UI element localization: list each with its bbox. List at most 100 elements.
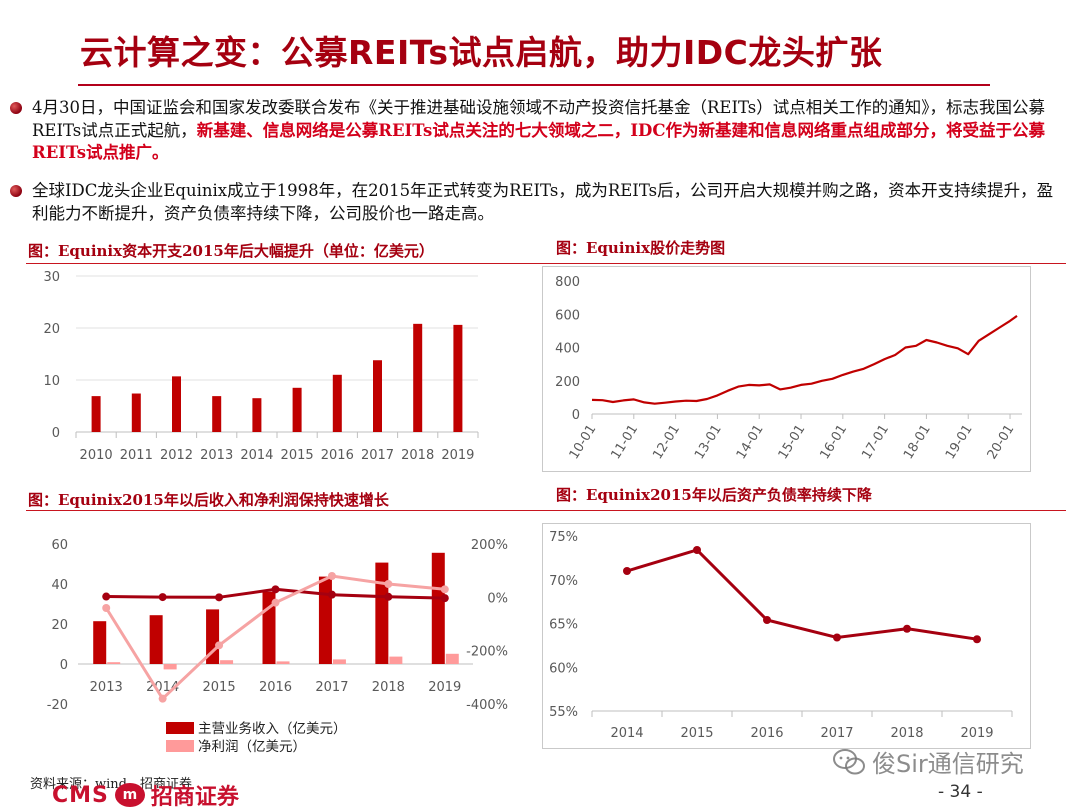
- growth-rate-point: [102, 592, 111, 601]
- bullet-highlight: 新基建、信息网络是公募REITs试点关注的七大领域之二，IDC作为新基建和信息网…: [32, 120, 1045, 163]
- company-logo: CMS m 招商证券: [52, 778, 239, 811]
- y-tick-label: 30: [43, 270, 60, 285]
- y2-tick-label: -400%: [466, 698, 508, 713]
- y-tick-label: 800: [555, 275, 580, 290]
- bullet-text: 4月30日，中国证监会和国家发改委联合发布《关于推进基础设施领域不动产投资信托基…: [32, 98, 1046, 140]
- y-tick-label: 75%: [549, 530, 578, 545]
- growth-rate-point: [440, 594, 449, 603]
- figure-title-capex: 图：Equinix资本开支2015年后大幅提升（单位：亿美元）: [28, 242, 434, 260]
- revenue-bar: [375, 562, 389, 664]
- y-tick-label: 20: [43, 322, 60, 337]
- x-tick-label: 20-01: [985, 422, 1018, 462]
- x-tick-label: 2014: [610, 726, 643, 741]
- x-tick-label: 12-01: [650, 422, 683, 462]
- net-profit-bar: [389, 656, 403, 664]
- x-tick-label: 2018: [401, 448, 434, 463]
- x-tick-label: 2013: [200, 448, 233, 463]
- stock-chart-frame: [542, 266, 1031, 472]
- net-profit-bar: [220, 660, 234, 664]
- net-profit-bar: [107, 662, 121, 664]
- x-tick-label: 2016: [259, 680, 292, 695]
- growth-rate-point: [327, 590, 336, 599]
- stock-line-chart: 0 200 400 600 800 10-01 11-01 12-01 13-01 14-01 15…: [555, 275, 1022, 462]
- wechat-icon: [833, 748, 865, 774]
- growth-rate-point: [384, 580, 393, 588]
- x-tick-label: 15-01: [776, 422, 809, 462]
- revenue-bar: [431, 552, 445, 664]
- growth-rate-point: [215, 641, 224, 650]
- y-tick-label: 55%: [549, 705, 578, 720]
- y-tick-label: 0: [572, 408, 580, 423]
- x-tick-label: 10-01: [567, 422, 600, 462]
- growth-rate-point: [271, 585, 280, 594]
- legend-swatch: [166, 722, 194, 734]
- x-tick-label: 16-01: [817, 422, 850, 462]
- bar: [413, 323, 423, 432]
- x-tick-label: 18-01: [901, 422, 934, 462]
- watermark: 俊Sir通信研究: [832, 744, 1024, 779]
- y-tick-label: 60%: [549, 661, 578, 676]
- bar: [212, 396, 222, 432]
- bullet-item-1: 4月30日，中国证监会和国家发改委联合发布《关于推进基础设施领域不动产投资信托基…: [10, 97, 1068, 165]
- x-tick-label: 2012: [160, 448, 193, 463]
- y-tick-label: 10: [43, 374, 60, 389]
- growth-rate-point: [327, 572, 336, 580]
- x-tick-label: 2017: [820, 726, 853, 741]
- bullet-dot-icon: [10, 102, 22, 114]
- growth-rate-point: [271, 598, 280, 607]
- bar: [332, 374, 342, 432]
- net-profit-bar: [276, 661, 290, 664]
- bar: [453, 324, 463, 432]
- y2-tick-label: -200%: [466, 645, 508, 660]
- bar: [131, 393, 141, 432]
- x-tick-label: 2016: [321, 448, 354, 463]
- y-tick-label: 40: [51, 578, 68, 593]
- title-divider: [78, 84, 990, 86]
- net-profit-bar: [445, 653, 459, 664]
- x-tick-label: 2011: [120, 448, 153, 463]
- x-tick-label: 2015: [680, 726, 713, 741]
- figure-title-stock: 图：Equinix股价走势图: [556, 239, 726, 257]
- y-tick-label: 60: [51, 538, 68, 553]
- revenue-bar: [149, 615, 163, 664]
- x-tick-label: 17-01: [859, 422, 892, 462]
- growth-rate-point: [440, 585, 449, 594]
- debt-ratio-point: [623, 567, 631, 575]
- net-profit-bar: [163, 664, 177, 670]
- x-tick-label: 2010: [80, 448, 113, 463]
- bar: [292, 387, 302, 432]
- x-tick-label: 2017: [361, 448, 394, 463]
- growth-rate-point: [102, 604, 111, 612]
- watermark-text: 俊Sir通信研究: [872, 750, 1024, 778]
- logo-latin: CMS: [52, 782, 109, 808]
- bar: [172, 376, 181, 432]
- y-tick-label: 70%: [549, 574, 578, 589]
- x-tick-label: 2013: [90, 680, 123, 695]
- y-tick-label: 600: [555, 308, 580, 323]
- x-tick-label: 11-01: [608, 422, 641, 462]
- debt-ratio-point: [833, 633, 841, 642]
- x-tick-label: 2016: [750, 726, 783, 741]
- y-tick-label: -20: [47, 698, 68, 713]
- debt-ratio-point: [693, 546, 701, 554]
- page-title: 云计算之变：公募REITs试点启航，助力IDC龙头扩张: [80, 33, 883, 72]
- debt-line-chart: 55% 60% 65% 70% 75% 2014 2015 2016 2017 2018 2019: [549, 530, 1013, 741]
- logo-chinese: 招商证券: [150, 785, 239, 810]
- logo-badge-icon: m: [114, 783, 145, 807]
- bullet-dot-icon: [10, 185, 22, 197]
- x-tick-label: 13-01: [692, 422, 725, 462]
- y-tick-label: 20: [51, 618, 68, 633]
- y-tick-label: 0: [60, 658, 68, 673]
- growth-rate-point: [215, 593, 224, 602]
- net-profit-bar: [332, 659, 346, 664]
- x-tick-label: 14-01: [734, 422, 767, 462]
- y-tick-label: 65%: [549, 618, 578, 633]
- y-tick-label: 200: [555, 375, 580, 390]
- capex-bar-chart: 0 10 20 30 2010 2011 2012 2013 2014 2015 2016 2017 2…: [43, 270, 479, 463]
- bar: [252, 398, 262, 432]
- x-tick-label: 2014: [240, 448, 273, 463]
- growth-rate-point: [158, 694, 167, 703]
- revenue-bar: [93, 621, 107, 664]
- x-tick-label: 2015: [203, 680, 236, 695]
- legend-swatch: [166, 740, 194, 752]
